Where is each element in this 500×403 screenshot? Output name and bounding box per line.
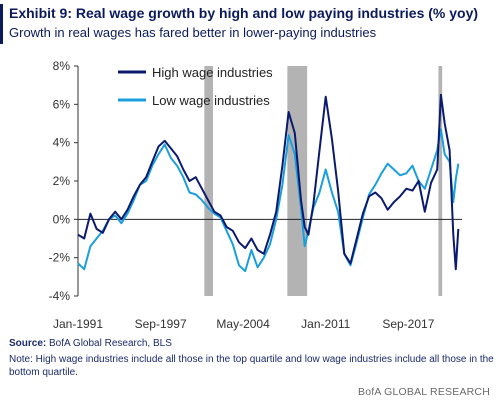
series-line-low-wage-industries	[77, 128, 460, 273]
y-tick-label: -4%	[49, 289, 71, 303]
x-tick-label: Jan-2011	[301, 317, 350, 331]
line-chart: -4% -2% 0% 2% 4% 6% 8% Jan-1991 Sep-1997 May-2004…	[49, 59, 462, 331]
x-tick-label: Sep-2017	[382, 317, 434, 331]
source-label: Source:	[9, 338, 47, 349]
legend: High wage industries Low wage industries	[118, 65, 273, 108]
recession-band-0	[204, 66, 214, 296]
y-tick-label: 2%	[53, 174, 71, 188]
series-lines	[77, 93, 460, 273]
y-tick-label: 8%	[53, 59, 71, 73]
legend-label: High wage industries	[152, 65, 273, 80]
footnote: Note: High wage industries include all t…	[9, 354, 494, 378]
axes: -4% -2% 0% 2% 4% 6% 8% Jan-1991 Sep-1997 May-2004…	[49, 59, 462, 331]
chart-title: Exhibit 9: Real wage growth by high and …	[9, 5, 479, 21]
legend-label: Low wage industries	[152, 93, 270, 108]
y-tick-label: 4%	[53, 136, 71, 150]
source-line: Source: BofA Global Research, BLS	[9, 338, 172, 349]
recession-band-2	[438, 66, 443, 296]
y-tick-label: 0%	[53, 212, 71, 226]
series-line-high-wage-industries	[77, 93, 460, 271]
chart-subtitle: Growth in real wages has fared better in…	[9, 25, 377, 40]
x-tick-label: Jan-1991	[53, 317, 103, 331]
brand-footer: BofA GLOBAL RESEARCH	[358, 386, 490, 398]
title-accent-bar	[0, 4, 3, 44]
x-tick-label: May-2004	[216, 317, 270, 331]
y-tick-label: 6%	[53, 97, 71, 111]
x-tick-label: Sep-1997	[135, 317, 187, 331]
source-text: BofA Global Research, BLS	[46, 338, 172, 349]
y-tick-label: -2%	[49, 251, 71, 265]
